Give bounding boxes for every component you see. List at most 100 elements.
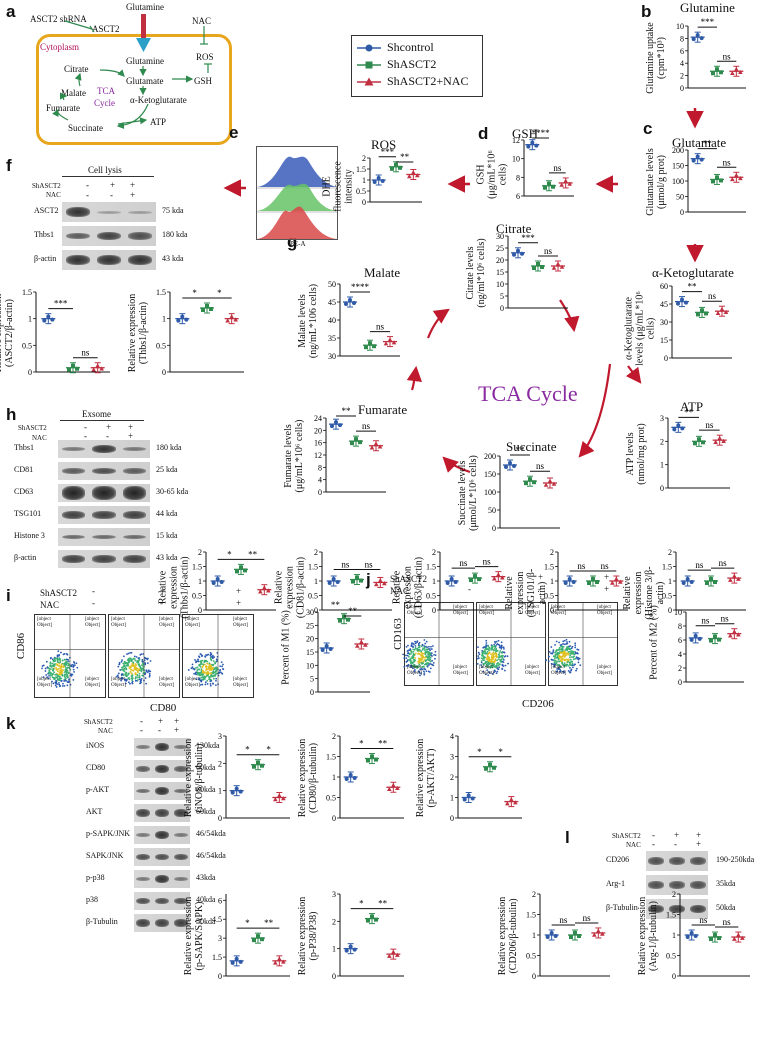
h-s2: + xyxy=(106,422,112,432)
data-point xyxy=(342,614,346,619)
k-row-nac: NAC xyxy=(98,727,113,735)
data-point xyxy=(394,162,398,167)
data-point xyxy=(42,318,47,323)
chart-e: 00.511.52***** xyxy=(356,147,422,207)
k-band xyxy=(154,809,170,817)
data-point xyxy=(327,581,332,585)
data-point xyxy=(563,581,568,585)
y-tick-label: 0.5 xyxy=(544,592,554,601)
data-point xyxy=(693,934,698,938)
data-point xyxy=(238,959,243,964)
y-tick-label: 4.5 xyxy=(212,915,222,924)
k-kda-label: 40kda xyxy=(196,895,216,904)
y-tick-label: 5 xyxy=(500,292,504,301)
sig-label: ns xyxy=(701,616,710,626)
data-point xyxy=(723,309,729,314)
nac-label: NAC xyxy=(192,16,212,26)
y-tick-label: 5 xyxy=(310,675,314,684)
k-band xyxy=(173,788,188,794)
data-point xyxy=(528,477,532,482)
k-row-shasct2: ShASCT2 xyxy=(84,718,113,726)
h-band-label: CD63 xyxy=(14,487,34,496)
y-tick-label: 0 xyxy=(668,606,672,615)
sig-label: **** xyxy=(351,282,370,292)
h-s3: + xyxy=(128,422,134,432)
i-plot-2-q1-label: [object Object] xyxy=(185,617,200,628)
data-point xyxy=(736,932,741,937)
data-point xyxy=(484,766,488,771)
cycle-label: Cycle xyxy=(94,98,115,108)
h-band xyxy=(92,511,116,519)
l-band-label: β-Tubulin xyxy=(606,903,638,912)
i-plot-0-dotplot: [object Object] [object Object] [object Ob… xyxy=(34,614,106,698)
panel-letter-k: k xyxy=(6,714,16,733)
data-point xyxy=(736,632,741,637)
data-point xyxy=(273,797,278,802)
sig-label: ** xyxy=(400,152,410,162)
data-point xyxy=(374,917,378,922)
y-tick-label: 0 xyxy=(314,606,318,615)
title-b: Glutamine xyxy=(680,0,735,15)
y-tick-label: 1 xyxy=(198,577,202,586)
panel-letter-d: d xyxy=(478,124,489,143)
f-kda-label: 75 kda xyxy=(162,206,184,215)
data-point xyxy=(407,174,412,179)
chart-b-ylabel: Glutamine uptake (cpm*10³) xyxy=(645,22,667,94)
j-plot-0-q4-label: [object Object] xyxy=(407,665,422,676)
f-s3: + xyxy=(130,180,136,190)
j-row-nac: NAC xyxy=(390,586,410,596)
y-tick-label: 10 xyxy=(306,661,314,670)
data-point xyxy=(520,251,524,256)
title-malate: Malate xyxy=(364,265,401,280)
k-band-label: iNOS xyxy=(86,741,105,750)
sig-label: ns xyxy=(483,557,492,567)
data-point xyxy=(363,642,368,647)
i-plot-0-q4-label: [object Object] xyxy=(37,677,52,688)
chart-c: 0 50 100 150 200 ** ns xyxy=(672,139,746,217)
y-tick-label: 12 xyxy=(314,451,322,460)
data-point xyxy=(591,577,595,581)
f-band xyxy=(128,232,153,240)
malate-label: Malate xyxy=(61,88,86,98)
k-kda-label: 46/54kda xyxy=(196,851,226,860)
panel-letter-h: h xyxy=(6,405,17,424)
y-tick-label: 200 xyxy=(484,452,496,461)
sig-label: ns xyxy=(705,420,714,430)
l-n3: + xyxy=(696,839,702,849)
y-tick-label: 0 xyxy=(680,208,684,217)
i-plot-1-q2-label: [object Object] xyxy=(159,617,174,628)
sig-label: * xyxy=(245,918,250,928)
data-point xyxy=(351,579,355,584)
data-point xyxy=(344,948,349,953)
data-point xyxy=(453,580,458,584)
data-point xyxy=(256,760,260,765)
k-n3: + xyxy=(174,725,180,735)
data-point xyxy=(383,341,389,346)
h-band-label: CD81 xyxy=(14,465,34,474)
y-tick-label: 6 xyxy=(516,192,520,201)
y-tick-label: 0 xyxy=(672,972,676,981)
y-tick-label: 24 xyxy=(314,414,322,423)
i-n1: - xyxy=(92,598,95,608)
i-row-nac: NAC xyxy=(40,600,60,610)
y-tick-label: 1 xyxy=(450,794,454,803)
sig-label: * xyxy=(227,549,232,559)
y-tick-label: 0 xyxy=(332,972,336,981)
j-plot-1-q3-label: [object Object] xyxy=(525,665,540,676)
sig-label: * xyxy=(359,739,364,749)
y-tick-label: 0.5 xyxy=(356,187,366,196)
legend-shcontrol: Shcontrol xyxy=(387,40,434,54)
y-tick-label: 45 xyxy=(660,300,668,309)
i-s1: - xyxy=(92,586,95,596)
data-point xyxy=(470,796,475,801)
i-plot-1-q4-label: [object Object] xyxy=(111,677,126,688)
chart-k1-ylabel: Relative expression (iNOS/β-tubulin) xyxy=(183,738,205,818)
chart-k4: 01.534.56* ** xyxy=(212,894,290,981)
y-tick-label: 0.5 xyxy=(326,794,336,803)
data-point xyxy=(50,317,55,322)
k-band xyxy=(136,788,151,794)
data-point xyxy=(368,341,372,346)
h-band xyxy=(61,447,85,451)
data-point xyxy=(352,301,356,305)
